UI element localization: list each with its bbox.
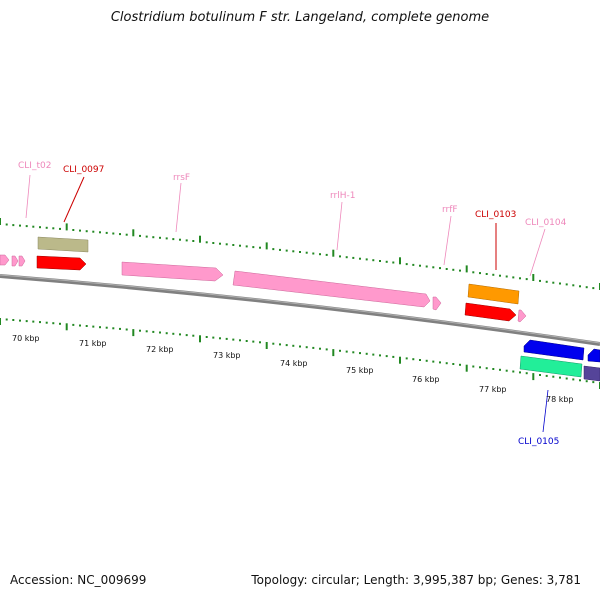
label-cli-0097: CLI_0097 [63,165,104,175]
lower-tick-track [0,318,600,389]
gene-purple[interactable] [583,365,600,382]
leader-lines [25,174,549,433]
scale-label: 75 kbp [346,366,374,375]
gene-blue-far-right[interactable] [587,348,600,363]
scale-label: 70 kbp [12,334,40,343]
rna-arrow[interactable] [11,255,19,267]
accession-text: Accession: NC_009699 [10,573,147,587]
rna-arrow[interactable] [0,254,10,266]
label-rrsf: rrsF [173,173,190,183]
gene-cli-0103[interactable] [467,283,520,305]
upper-tick-track [0,218,600,290]
map-title: Clostridium botulinum F str. Langeland, … [110,10,490,25]
label-rrff: rrfF [442,205,458,215]
gene-rrsf[interactable] [121,261,224,282]
gene-rrlh-1[interactable] [232,270,431,308]
scale-label: 71 kbp [79,339,107,348]
scale-label: 72 kbp [146,345,174,354]
scale-labels: 70 kbp 71 kbp 72 kbp 73 kbp 74 kbp 75 kb… [12,334,574,404]
gene-cli-0105[interactable] [519,355,583,378]
gene-cli-0104[interactable] [517,309,527,323]
gene-rrff[interactable] [432,296,442,311]
scale-label: 77 kbp [479,385,507,394]
label-cli-0104: CLI_0104 [525,218,567,228]
label-cli-0105: CLI_0105 [518,437,559,447]
label-rrlh-1: rrlH-1 [330,191,355,201]
genome-backbone-highlight [0,274,600,344]
label-cli-t02: CLI_t02 [18,161,51,171]
topology-stats-text: Topology: circular; Length: 3,995,387 bp… [251,573,581,587]
label-cli-0103: CLI_0103 [475,210,516,220]
scale-label: 73 kbp [213,351,241,360]
gene-cli-0097[interactable] [36,255,87,271]
scale-label: 76 kbp [412,375,440,384]
rna-arrow[interactable] [18,255,26,267]
genome-backbone [0,274,600,346]
gene-blue-right[interactable] [523,339,585,361]
gene-features [0,236,600,382]
scale-label: 74 kbp [280,359,308,368]
gene-cli-t02[interactable] [37,236,89,253]
scale-label: 78 kbp [546,395,574,404]
gene-cli-0103-red[interactable] [464,302,517,322]
